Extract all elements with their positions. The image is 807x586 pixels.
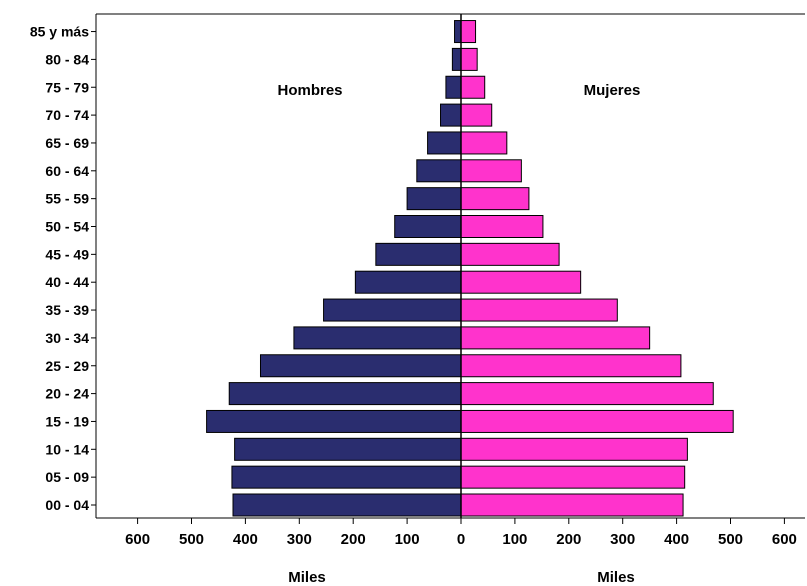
x-tick-label-right-2: 300 [610, 531, 635, 548]
bar-mujeres-12 [460, 159, 522, 183]
x-tick-label-right-3: 400 [664, 531, 689, 548]
y-tick-label-1: 05 - 09 [45, 469, 89, 485]
bar-mujeres-11 [460, 187, 530, 211]
x-tick-label-right-0: 100 [502, 531, 527, 548]
bar-hombres-17 [454, 20, 462, 44]
bar-mujeres-6 [460, 326, 651, 350]
x-tick-label-left-6: 0 [457, 531, 465, 548]
y-tick-label-0: 00 - 04 [45, 497, 89, 513]
y-tick-label-13: 65 - 69 [45, 135, 89, 151]
bar-hombres-9 [375, 242, 462, 266]
bar-hombres-16 [451, 47, 462, 71]
female-bars [460, 20, 734, 517]
bar-mujeres-5 [460, 354, 682, 378]
y-tick-label-6: 30 - 34 [45, 330, 89, 346]
y-tick-label-5: 25 - 29 [45, 358, 89, 374]
bar-hombres-1 [231, 465, 462, 489]
bar-hombres-12 [416, 159, 462, 183]
bar-mujeres-1 [460, 465, 686, 489]
x-tick-label-left-2: 400 [233, 531, 258, 548]
y-axis: 00 - 04 05 - 09 10 - 14 15 - 19 20 - 24 25 - … [30, 14, 462, 518]
x-tick-label-left-5: 100 [395, 531, 420, 548]
bar-mujeres-7 [460, 298, 618, 322]
bar-mujeres-3 [460, 409, 734, 433]
bar-mujeres-8 [460, 270, 582, 294]
x-tick-label-right-5: 600 [772, 531, 797, 548]
y-tick-label-16: 80 - 84 [45, 51, 89, 67]
bar-mujeres-0 [460, 493, 684, 517]
bar-hombres-6 [293, 326, 462, 350]
bar-mujeres-9 [460, 242, 560, 266]
bar-hombres-10 [394, 215, 462, 238]
bar-hombres-4 [228, 382, 462, 406]
bar-mujeres-16 [460, 47, 478, 71]
y-tick-label-11: 55 - 59 [45, 191, 89, 207]
bar-mujeres-15 [460, 75, 486, 99]
y-tick-label-2: 10 - 14 [45, 441, 89, 457]
y-tick-label-4: 20 - 24 [45, 386, 89, 402]
bar-hombres-13 [427, 131, 462, 155]
x-tick-label-left-4: 200 [341, 531, 366, 548]
bar-hombres-5 [259, 354, 462, 378]
bar-mujeres-10 [460, 215, 544, 238]
plot-frame [95, 13, 805, 519]
side-label-right: Mujeres [584, 82, 641, 99]
x-axis-label-right: Miles [597, 569, 635, 586]
bar-hombres-14 [440, 103, 462, 127]
x-tick-label-left-1: 500 [179, 531, 204, 548]
y-tick-label-12: 60 - 64 [45, 163, 89, 179]
x-tick-label-right-4: 500 [718, 531, 743, 548]
bar-mujeres-14 [460, 103, 493, 127]
x-tick-label-left-0: 600 [125, 531, 150, 548]
bar-mujeres-13 [460, 131, 508, 155]
bar-hombres-8 [354, 270, 462, 294]
bar-hombres-0 [232, 493, 462, 517]
x-axis-label-left: Miles [288, 569, 326, 586]
x-axis: 600 500 400 300 200 100 0 100 200 300 400 500 600 [125, 518, 797, 548]
bar-hombres-2 [234, 437, 462, 461]
y-tick-label-17: 85 y más [30, 24, 89, 40]
bar-hombres-3 [206, 409, 462, 433]
male-bars [206, 20, 462, 517]
y-tick-label-7: 35 - 39 [45, 302, 89, 318]
bar-hombres-15 [445, 75, 462, 99]
x-tick-label-left-3: 300 [287, 531, 312, 548]
y-tick-label-15: 75 - 79 [45, 79, 89, 95]
bar-mujeres-2 [460, 437, 688, 461]
side-label-left: Hombres [277, 82, 342, 99]
x-tick-label-right-1: 200 [556, 531, 581, 548]
bar-mujeres-17 [460, 20, 477, 44]
y-tick-label-9: 45 - 49 [45, 246, 89, 262]
y-tick-label-10: 50 - 54 [45, 219, 89, 235]
bar-mujeres-4 [460, 382, 714, 406]
y-tick-label-3: 15 - 19 [45, 413, 89, 429]
bar-hombres-11 [406, 187, 462, 211]
bar-hombres-7 [323, 298, 462, 322]
y-tick-label-8: 40 - 44 [45, 274, 89, 290]
y-tick-label-14: 70 - 74 [45, 107, 89, 123]
